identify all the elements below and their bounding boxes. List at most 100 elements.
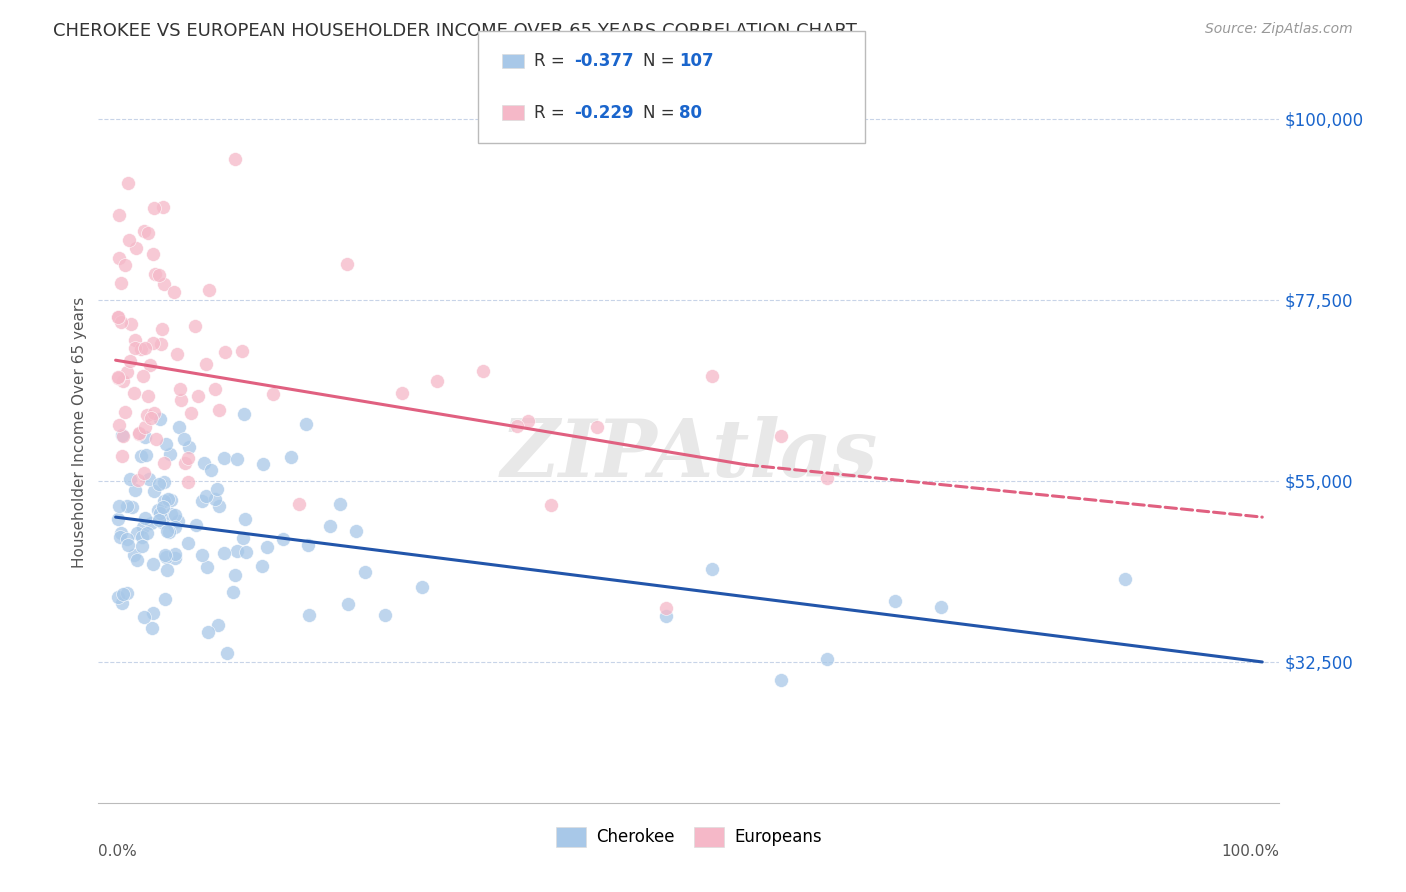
Point — [231, 343, 253, 358]
Point — [135, 449, 157, 463]
Point — [215, 646, 238, 660]
Point — [108, 499, 131, 513]
Point — [149, 506, 172, 520]
Point — [194, 357, 217, 371]
Point — [195, 560, 218, 574]
Point — [134, 420, 156, 434]
Point — [118, 354, 141, 368]
Point — [374, 608, 396, 623]
Point — [115, 365, 138, 379]
Point — [163, 547, 186, 561]
Point — [169, 420, 191, 434]
Point — [337, 597, 360, 611]
Point — [204, 492, 226, 507]
Point — [141, 621, 163, 635]
Point — [166, 347, 188, 361]
Point — [153, 494, 176, 508]
Point — [111, 429, 134, 443]
Point — [127, 473, 149, 487]
Point — [232, 407, 254, 421]
Point — [115, 585, 138, 599]
Point — [190, 493, 212, 508]
Point — [184, 319, 207, 334]
Point — [516, 414, 538, 428]
Point — [107, 310, 129, 324]
Point — [256, 541, 278, 555]
Point — [700, 368, 723, 383]
Point — [655, 601, 678, 615]
Point — [129, 343, 152, 357]
Point — [344, 524, 367, 538]
Point — [108, 208, 131, 222]
Point — [262, 387, 284, 401]
Point — [127, 552, 149, 566]
Point — [287, 497, 309, 511]
Point — [107, 310, 129, 324]
Point — [319, 518, 342, 533]
Point — [222, 585, 245, 599]
Point — [129, 450, 152, 464]
Point — [329, 497, 352, 511]
Point — [700, 562, 723, 576]
Point — [117, 176, 139, 190]
Point — [111, 427, 134, 442]
Point — [187, 389, 209, 403]
Point — [815, 471, 838, 485]
Point — [224, 152, 246, 166]
Point — [173, 456, 195, 470]
Point — [426, 374, 449, 388]
Point — [107, 369, 129, 384]
Y-axis label: Householder Income Over 65 years: Householder Income Over 65 years — [72, 297, 87, 568]
Point — [125, 240, 148, 255]
Point — [207, 618, 229, 632]
Point — [769, 429, 792, 443]
Point — [135, 409, 157, 423]
Point — [111, 596, 134, 610]
Point — [280, 450, 302, 464]
Point — [212, 546, 235, 560]
Point — [117, 500, 139, 514]
Point — [197, 283, 219, 297]
Point — [471, 364, 494, 378]
Point — [200, 463, 222, 477]
Point — [136, 526, 159, 541]
Point — [153, 456, 176, 470]
Point — [252, 457, 274, 471]
Point — [122, 386, 145, 401]
Text: N =: N = — [643, 53, 679, 70]
Point — [131, 539, 153, 553]
Point — [148, 477, 170, 491]
Point — [115, 532, 138, 546]
Point — [173, 432, 195, 446]
Point — [148, 502, 170, 516]
Point — [204, 382, 226, 396]
Point — [354, 565, 377, 579]
Point — [191, 548, 214, 562]
Point — [214, 345, 236, 359]
Point — [149, 336, 172, 351]
Point — [153, 277, 176, 291]
Text: Source: ZipAtlas.com: Source: ZipAtlas.com — [1205, 22, 1353, 37]
Point — [124, 342, 146, 356]
Point — [150, 321, 173, 335]
Point — [142, 606, 165, 620]
Point — [884, 594, 907, 608]
Point — [132, 369, 155, 384]
Point — [224, 568, 246, 582]
Text: 0.0%: 0.0% — [98, 844, 138, 858]
Point — [156, 564, 179, 578]
Point — [150, 515, 173, 529]
Point — [177, 475, 200, 489]
Point — [225, 452, 247, 467]
Point — [929, 599, 952, 614]
Point — [155, 437, 177, 451]
Point — [139, 411, 162, 425]
Point — [121, 500, 143, 514]
Point — [169, 382, 191, 396]
Point — [134, 511, 156, 525]
Point — [110, 315, 132, 329]
Point — [124, 333, 146, 347]
Point — [134, 341, 156, 355]
Point — [155, 549, 177, 564]
Text: N =: N = — [643, 103, 679, 121]
